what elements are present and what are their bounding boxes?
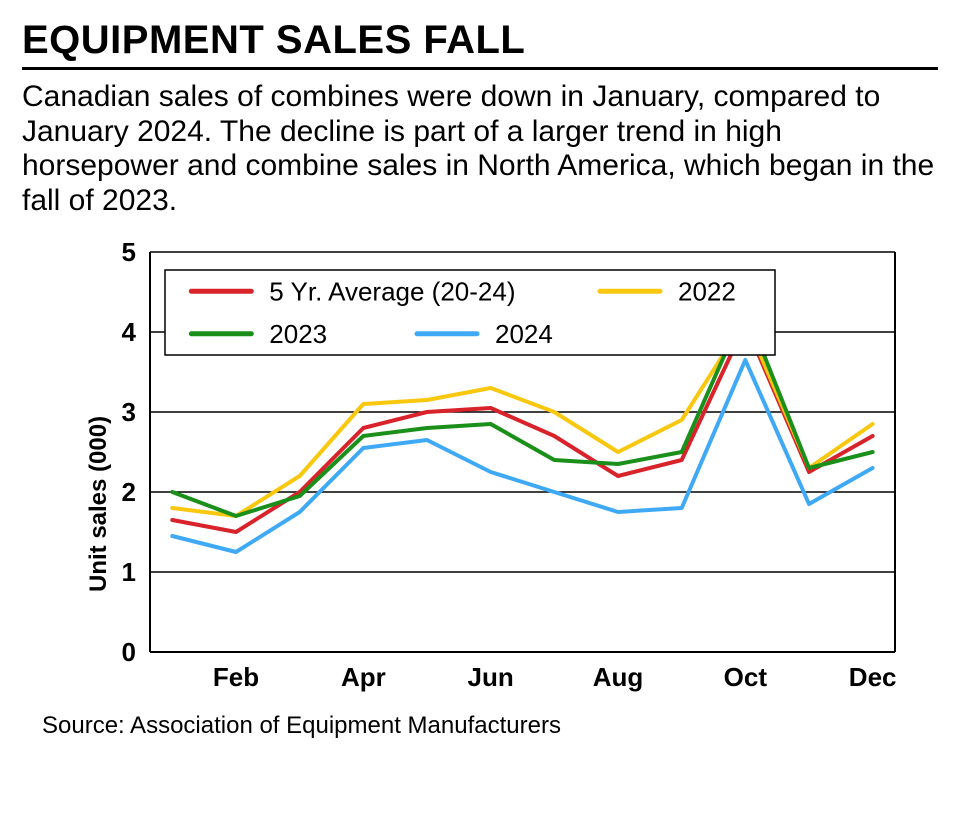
y-tick-label: 2 — [122, 477, 136, 507]
x-tick-label: Oct — [724, 662, 768, 692]
y-ticks: 0 1 2 3 4 5 — [122, 237, 137, 667]
source-credit: Source: Association of Equipment Manufac… — [42, 712, 938, 740]
chart-area: Unit sales (000) 0 1 2 3 4 5 Feb Apr Jun Aug Oct D… — [45, 232, 915, 702]
x-ticks: Feb Apr Jun Aug Oct Dec — [213, 662, 897, 692]
chart-title: EQUIPMENT SALES FALL — [22, 18, 938, 63]
legend-entry: 5 Yr. Average (20-24) — [269, 276, 515, 306]
series-line — [172, 360, 872, 552]
legend-entry: 2022 — [678, 276, 736, 306]
chart-subtitle: Canadian sales of combines were down in … — [22, 80, 938, 218]
x-tick-label: Apr — [341, 662, 386, 692]
y-tick-label: 3 — [122, 397, 136, 427]
legend: 5 Yr. Average (20-24) 2022 2023 2024 — [165, 270, 775, 355]
y-tick-label: 4 — [122, 317, 137, 347]
legend-entry: 2024 — [495, 319, 553, 349]
line-chart-svg: 0 1 2 3 4 5 Feb Apr Jun Aug Oct Dec 5 Yr. Average … — [45, 232, 915, 702]
title-underline — [22, 67, 938, 70]
x-tick-label: Dec — [849, 662, 897, 692]
x-tick-label: Aug — [593, 662, 644, 692]
y-tick-label: 5 — [122, 237, 136, 267]
y-tick-label: 0 — [122, 637, 136, 667]
y-axis-label: Unit sales (000) — [85, 416, 113, 592]
y-tick-label: 1 — [122, 557, 136, 587]
x-tick-label: Jun — [468, 662, 514, 692]
legend-entry: 2023 — [269, 319, 327, 349]
x-tick-label: Feb — [213, 662, 259, 692]
figure-container: EQUIPMENT SALES FALL Canadian sales of c… — [0, 0, 960, 820]
